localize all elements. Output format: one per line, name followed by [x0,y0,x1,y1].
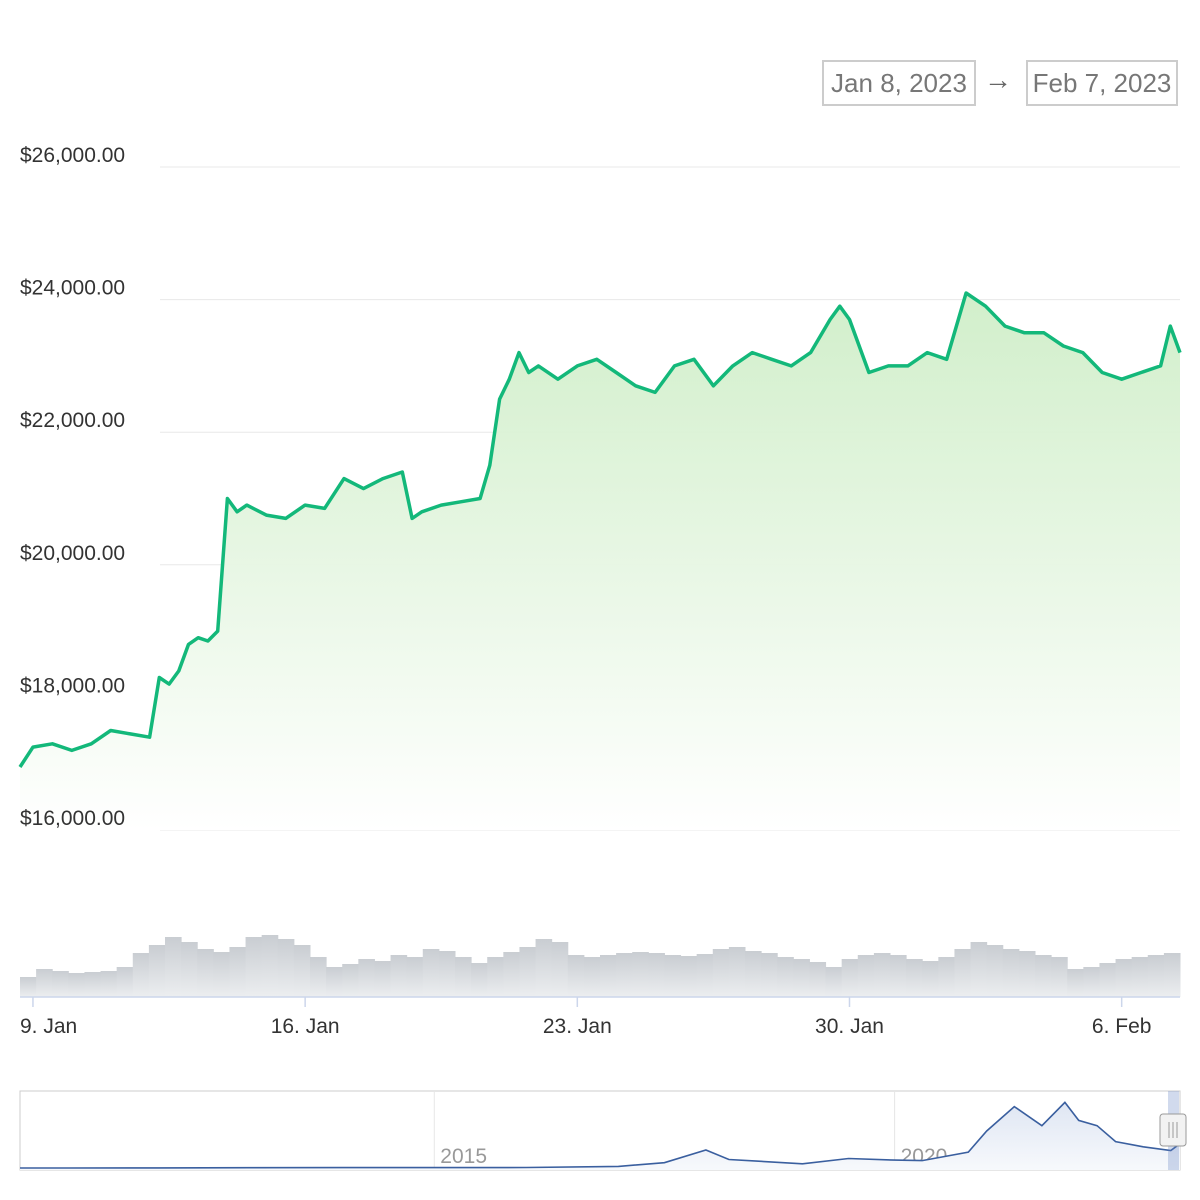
x-tick-label: 6. Feb [1092,1015,1152,1038]
navigator-area [20,1102,1180,1170]
volume-bar [954,949,972,997]
volume-bar [938,957,955,997]
volume-bar [455,957,472,997]
volume-bar [1067,969,1084,997]
volume-bar [728,947,746,997]
x-tick-label: 30. Jan [815,1015,884,1038]
y-tick-label: $20,000.00 [20,542,125,565]
y-tick-label: $18,000.00 [20,674,125,697]
volume-bar [326,967,343,997]
volume-bar [567,955,585,997]
y-tick-label: $26,000.00 [20,144,125,167]
volume-bar [261,935,279,997]
volume-bar [406,957,424,997]
y-tick-label: $24,000.00 [20,277,125,300]
navigator-line [20,1101,1181,1169]
volume-bar [390,955,408,997]
volume-bar [970,942,988,997]
volume-bar [519,947,537,997]
volume-bar [277,939,295,997]
volume-bar [358,959,375,997]
volume-bar [922,961,939,997]
volume-bar [245,937,263,997]
volume-bar [1147,955,1165,997]
volume-bar [503,952,520,997]
volume-bar [229,947,247,997]
volume-bar [1099,963,1117,997]
volume-bar [310,957,327,997]
volume-bar [52,971,69,997]
volume-bar [116,967,134,997]
volume-bar [293,945,311,997]
price-line [18,291,1182,768]
y-tick-label: $16,000.00 [20,807,125,830]
volume-bar [1083,967,1100,997]
volume-bar [342,964,359,997]
volume-bar [84,972,102,997]
volume-bar [825,967,843,997]
volume-bar [777,957,794,997]
volume-bar [648,953,665,997]
volume-bar [696,954,714,997]
volume-bar [890,955,907,997]
volume-bar [422,949,440,997]
volume-bar [857,955,875,997]
volume-bar [487,957,504,997]
volume-bar [132,953,150,997]
volume-bar [616,953,633,997]
volume-bar [68,973,85,997]
volume-bar [712,949,730,997]
volume-bar [165,937,182,997]
x-tick-label: 23. Jan [543,1015,612,1038]
volume-bar [745,951,762,997]
volume-bar [906,959,923,997]
volume-bar [535,939,553,997]
date-range-from-input[interactable]: Jan 8, 2023 [822,60,976,106]
volume-bar [1018,951,1036,997]
volume-bar [1002,949,1020,997]
volume-bar [986,945,1004,997]
volume-bar [1051,957,1068,997]
volume-bar [632,952,649,997]
volume-bar [680,956,698,997]
volume-bar [809,962,827,997]
x-tick-label: 16. Jan [271,1015,340,1038]
volume-bar [100,971,118,997]
volume-bar [1163,953,1181,997]
volume-bar [793,959,810,997]
volume-bar [374,961,392,997]
volume-bar [664,955,682,997]
volume-bar [181,942,198,997]
volume-bar [761,953,778,997]
volume-bar [873,953,891,997]
volume-bar [551,942,569,997]
volume-bar [213,952,230,997]
volume-bar [20,977,37,997]
x-tick-label: 9. Jan [20,1015,77,1038]
volume-bar [36,969,53,997]
volume-bar [197,949,214,997]
volume-bar [583,957,601,997]
volume-bar [1035,955,1052,997]
volume-bar [471,963,488,997]
y-tick-label: $22,000.00 [20,409,125,432]
volume-bar [438,951,456,997]
volume-bar [600,955,617,997]
volume-bar [1115,959,1133,997]
volume-bar [841,959,859,997]
price-area [20,293,1180,830]
date-range-to-input[interactable]: Feb 7, 2023 [1026,60,1178,106]
date-range-arrow-icon: → [984,64,1012,95]
volume-bar [148,945,166,997]
volume-bar [1131,957,1149,997]
navigator-tick-label: 2015 [440,1145,487,1168]
